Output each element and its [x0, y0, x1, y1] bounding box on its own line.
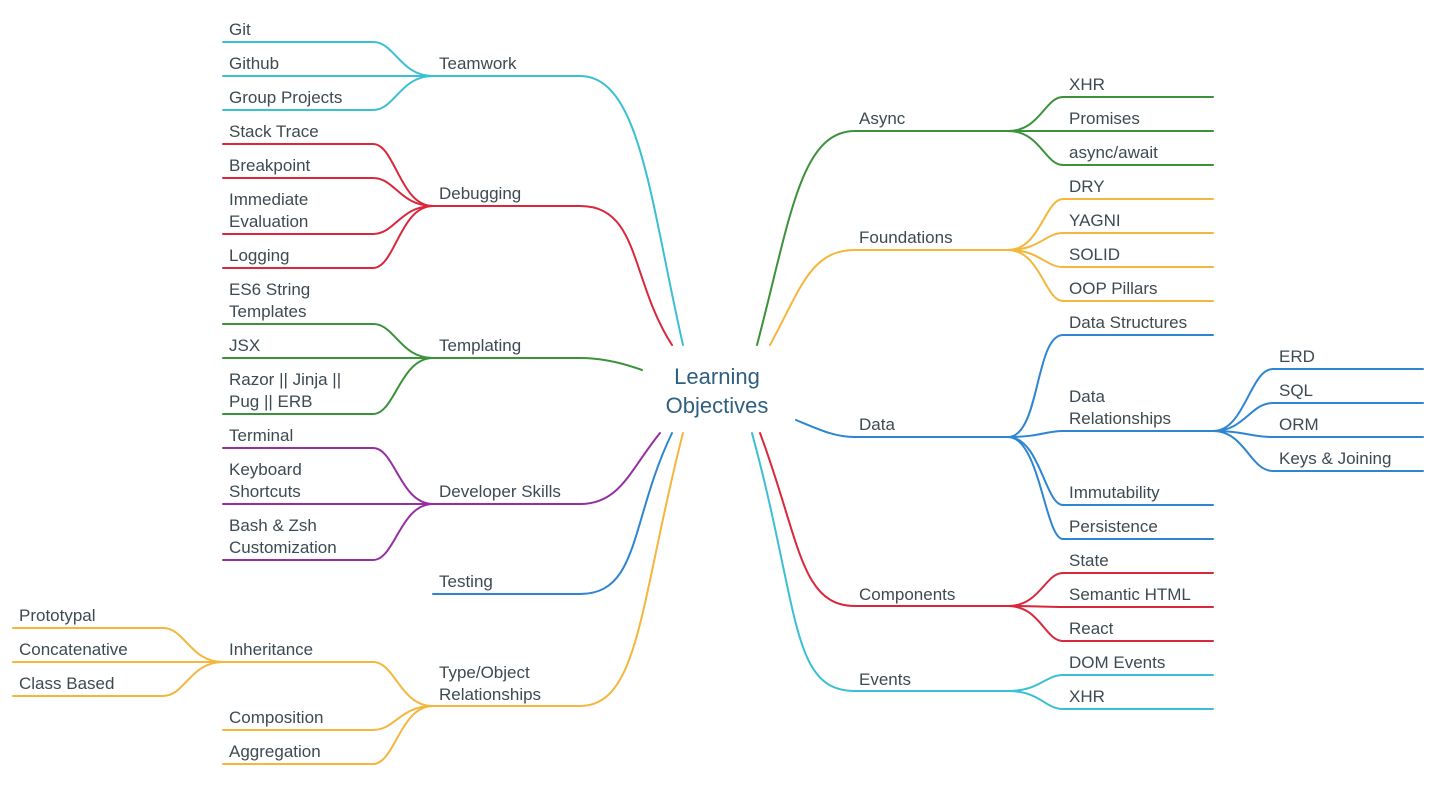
- link-root-typeobj: [432, 432, 684, 707]
- node-jsx[interactable]: JSX: [229, 336, 260, 355]
- node-xhr-async[interactable]: XHR: [1069, 75, 1105, 94]
- node-es6-templates-l2[interactable]: Templates: [229, 302, 306, 321]
- branch-type-object-l1[interactable]: Type/Object: [439, 663, 530, 682]
- node-immutability[interactable]: Immutability: [1069, 483, 1160, 502]
- node-inheritance[interactable]: Inheritance: [229, 640, 313, 659]
- branch-debugging[interactable]: Debugging: [439, 184, 521, 203]
- node-data-relationships-l2[interactable]: Relationships: [1069, 409, 1171, 428]
- node-bash-zsh-l2[interactable]: Customization: [229, 538, 337, 557]
- node-persistence[interactable]: Persistence: [1069, 517, 1158, 536]
- node-keys-joining[interactable]: Keys & Joining: [1279, 449, 1391, 468]
- link-root-components: [759, 432, 1009, 607]
- node-concatenative[interactable]: Concatenative: [19, 640, 128, 659]
- link-root-templating: [432, 357, 643, 371]
- branch-components[interactable]: Components: [859, 585, 955, 604]
- node-razor-l2[interactable]: Pug || ERB: [229, 392, 312, 411]
- link-root-testing: [432, 432, 673, 595]
- node-breakpoint[interactable]: Breakpoint: [229, 156, 311, 175]
- node-class-based[interactable]: Class Based: [19, 674, 114, 693]
- node-erd[interactable]: ERD: [1279, 347, 1315, 366]
- node-terminal[interactable]: Terminal: [229, 426, 293, 445]
- branch-async[interactable]: Async: [859, 109, 906, 128]
- branch-events[interactable]: Events: [859, 670, 911, 689]
- branch-templating[interactable]: Templating: [439, 336, 521, 355]
- link-root-teamwork: [432, 75, 684, 346]
- node-git[interactable]: Git: [229, 20, 251, 39]
- node-semantic-html[interactable]: Semantic HTML: [1069, 585, 1191, 604]
- branch-type-object-l2[interactable]: Relationships: [439, 685, 541, 704]
- branch-developer-skills[interactable]: Developer Skills: [439, 482, 561, 501]
- node-orm[interactable]: ORM: [1279, 415, 1319, 434]
- link-root-data: [795, 419, 1009, 438]
- node-immediate-evaluation-l1[interactable]: Immediate: [229, 190, 308, 209]
- node-bash-zsh-l1[interactable]: Bash & Zsh: [229, 516, 317, 535]
- node-oop-pillars[interactable]: OOP Pillars: [1069, 279, 1158, 298]
- branch-testing[interactable]: Testing: [439, 572, 493, 591]
- branch-data[interactable]: Data: [859, 415, 895, 434]
- node-es6-templates-l1[interactable]: ES6 String: [229, 280, 310, 299]
- node-stack-trace[interactable]: Stack Trace: [229, 122, 319, 141]
- node-dom-events[interactable]: DOM Events: [1069, 653, 1165, 672]
- node-composition[interactable]: Composition: [229, 708, 324, 727]
- node-dry[interactable]: DRY: [1069, 177, 1105, 196]
- link-root-foundations: [769, 249, 1009, 346]
- node-group-projects[interactable]: Group Projects: [229, 88, 342, 107]
- node-data-relationships-l1[interactable]: Data: [1069, 387, 1105, 406]
- node-keyboard-shortcuts-l2[interactable]: Shortcuts: [229, 482, 301, 501]
- node-xhr-events[interactable]: XHR: [1069, 687, 1105, 706]
- node-solid[interactable]: SOLID: [1069, 245, 1120, 264]
- root-node[interactable]: Learning Objectives: [666, 364, 769, 418]
- node-state[interactable]: State: [1069, 551, 1109, 570]
- link-root-devskills: [432, 432, 661, 505]
- root-title-line2: Objectives: [666, 393, 769, 418]
- node-promises[interactable]: Promises: [1069, 109, 1140, 128]
- root-title-line1: Learning: [674, 364, 760, 389]
- node-razor-l1[interactable]: Razor || Jinja ||: [229, 370, 341, 389]
- node-immediate-evaluation-l2[interactable]: Evaluation: [229, 212, 308, 231]
- node-react[interactable]: React: [1069, 619, 1114, 638]
- node-sql[interactable]: SQL: [1279, 381, 1313, 400]
- node-github[interactable]: Github: [229, 54, 279, 73]
- branch-teamwork[interactable]: Teamwork: [439, 54, 517, 73]
- node-prototypal[interactable]: Prototypal: [19, 606, 96, 625]
- node-async-await[interactable]: async/await: [1069, 143, 1158, 162]
- branch-foundations[interactable]: Foundations: [859, 228, 953, 247]
- node-aggregation[interactable]: Aggregation: [229, 742, 321, 761]
- link-root-events: [751, 432, 1009, 692]
- link-root-debugging: [432, 205, 673, 346]
- link-root-async: [756, 130, 1009, 346]
- node-yagni[interactable]: YAGNI: [1069, 211, 1121, 230]
- node-data-structures[interactable]: Data Structures: [1069, 313, 1187, 332]
- node-keyboard-shortcuts-l1[interactable]: Keyboard: [229, 460, 302, 479]
- node-logging[interactable]: Logging: [229, 246, 290, 265]
